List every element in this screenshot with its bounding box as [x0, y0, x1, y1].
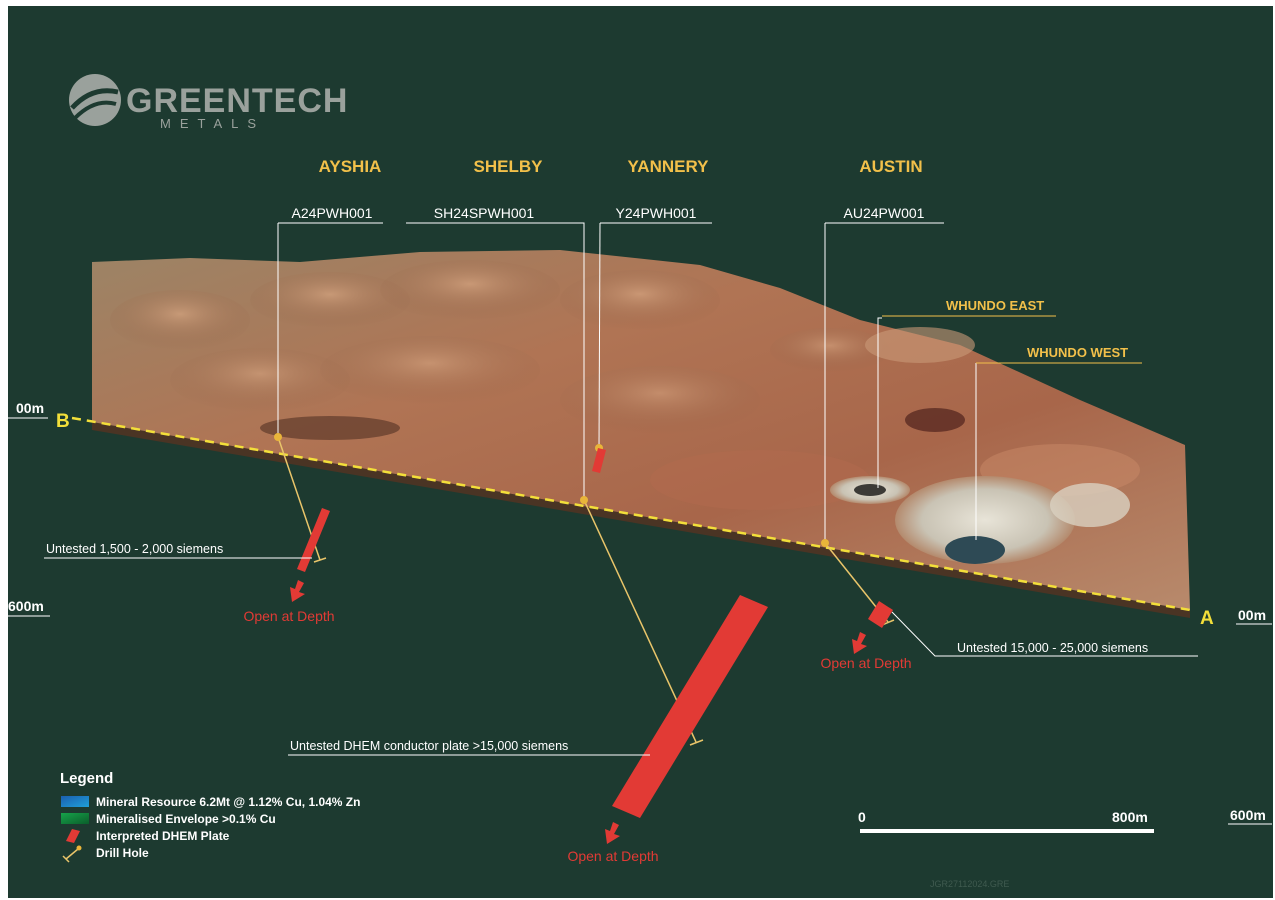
site-label-austin: AUSTIN — [859, 157, 922, 176]
leader-yannery — [598, 222, 601, 449]
job-code: JGR27112024.GRE — [930, 879, 1009, 889]
legend-item-mineral-resource: Mineral Resource 6.2Mt @ 1.12% Cu, 1.04%… — [96, 795, 360, 809]
depth-label-right-top: 00m — [1238, 607, 1266, 623]
hole-id-ayshia: A24PWH001 — [292, 205, 373, 221]
legend-item-drill-hole: Drill Hole — [96, 846, 149, 860]
open-at-depth-arrow-ayshia — [290, 580, 305, 602]
dhem-plate-icon — [66, 829, 80, 843]
section-end-label: A — [1200, 608, 1214, 629]
leader-whundo-east — [877, 317, 882, 488]
dhem-plate-yannery — [592, 448, 606, 473]
annotation-austin-conductor: Untested 15,000 - 25,000 siemens — [957, 641, 1148, 655]
pit-label-whundo-west: WHUNDO WEST — [1027, 345, 1128, 360]
open-at-depth-ayshia: Open at Depth — [243, 608, 334, 624]
scale-bar: 0 800m — [858, 809, 1154, 833]
pit-label-whundo-east: WHUNDO EAST — [946, 298, 1044, 313]
section-line — [71, 416, 1191, 612]
drill-hole-icon — [62, 845, 82, 863]
legend-title: Legend — [60, 770, 113, 787]
dhem-plate-shelby — [612, 595, 768, 818]
scale-bar-end: 800m — [1112, 809, 1148, 825]
annotation-ayshia-conductor: Untested 1,500 - 2,000 siemens — [46, 542, 223, 556]
leader-shelby — [562, 222, 585, 500]
depth-label-left-top: 00m — [16, 400, 44, 416]
legend-item-mineralised-envelope: Mineralised Envelope >0.1% Cu — [96, 812, 276, 826]
dhem-plate-austin — [868, 601, 893, 628]
dhem-plate-ayshia — [297, 508, 330, 572]
site-label-ayshia: AYSHIA — [319, 157, 382, 176]
hole-id-shelby: SH24SPWH001 — [434, 205, 535, 221]
mineralised-envelope-swatch — [61, 813, 89, 824]
hole-id-austin: AU24PW001 — [844, 205, 925, 221]
mineral-resource-swatch — [61, 796, 89, 807]
open-at-depth-shelby: Open at Depth — [567, 848, 658, 864]
open-at-depth-austin: Open at Depth — [820, 655, 911, 671]
logo-tagline: METALS — [160, 116, 265, 131]
legend-item-dhem-plate: Interpreted DHEM Plate — [96, 829, 230, 843]
logo-name: GREENTECH — [126, 82, 348, 120]
site-label-yannery: YANNERY — [628, 157, 710, 176]
terrain-block — [92, 250, 1190, 618]
annotation-shelby-conductor: Untested DHEM conductor plate >15,000 si… — [290, 739, 568, 753]
scale-bar-start: 0 — [858, 809, 866, 825]
site-label-shelby: SHELBY — [474, 157, 544, 176]
open-at-depth-arrow-shelby — [605, 822, 620, 844]
hole-id-yannery: Y24PWH001 — [616, 205, 697, 221]
legend: Legend Mineral Resource 6.2Mt @ 1.12% Cu… — [60, 770, 360, 863]
depth-label-left-bottom: 600m — [8, 598, 44, 614]
open-at-depth-arrow-austin — [852, 632, 867, 654]
depth-label-right-bottom: 600m — [1230, 807, 1266, 823]
section-start-label: B — [56, 411, 70, 432]
greentech-logo: GREENTECH METALS — [69, 74, 348, 131]
